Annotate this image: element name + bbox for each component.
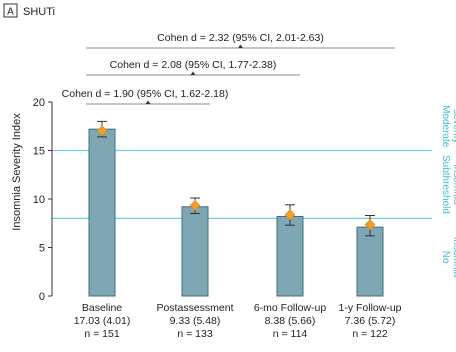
bracket-label-1: Cohen d = 2.08 (95% CI, 1.77-2.38) <box>110 59 277 71</box>
x-category-n-1: n = 133 <box>177 328 212 340</box>
panel-header: A SHUTi <box>3 3 55 18</box>
x-category-stat-3: 7.36 (5.72) <box>345 315 396 327</box>
bracket-marker-0 <box>238 44 243 48</box>
y-axis-label: Insomnia Severity Index <box>11 113 23 231</box>
mean-point-0 <box>96 125 108 137</box>
mean-points <box>96 125 376 231</box>
x-category-label-0: Baseline <box>82 302 122 314</box>
bracket-marker-1 <box>190 71 196 75</box>
zone-label-line1-2: No <box>440 251 451 264</box>
zone-label-0: Moderate severity <box>440 105 456 148</box>
panel-title: SHUTi <box>23 6 55 18</box>
y-axis: 0 5 10 15 20 <box>33 97 53 303</box>
y-tick-label-0: 0 <box>39 291 45 303</box>
zone-label-1: Subthreshold insomnia <box>440 155 456 214</box>
mean-point-3 <box>364 219 376 231</box>
comparison-bracket-2: Cohen d = 1.90 (95% CI, 1.62-2.18) <box>62 88 229 105</box>
x-category-n-2: n = 114 <box>273 328 308 340</box>
y-tick-label-1: 5 <box>39 243 45 255</box>
bar-3 <box>356 226 384 297</box>
bar-2 <box>276 215 304 297</box>
zone-label-line2-2: insomnia <box>451 237 456 277</box>
x-category-label-3: 1-y Follow-up <box>338 302 401 314</box>
zone-label-2: No insomnia <box>440 237 456 277</box>
zone-label-line1-0: Moderate <box>440 105 451 148</box>
comparison-brackets: Cohen d = 2.32 (95% CI, 2.01-2.63) Cohen … <box>62 32 395 105</box>
comparison-bracket-0: Cohen d = 2.32 (95% CI, 2.01-2.63) <box>86 32 395 49</box>
bar-1 <box>181 206 209 297</box>
x-category-stat-2: 8.38 (5.66) <box>265 315 316 327</box>
zone-label-line2-1: insomnia <box>451 164 456 204</box>
x-category-stat-0: 17.03 (4.01) <box>74 315 131 327</box>
zone-label-line2-0: severity <box>451 109 456 143</box>
mean-point-1 <box>189 200 201 211</box>
zone-label-line1-1: Subthreshold <box>440 155 451 214</box>
mean-point-2 <box>284 209 296 221</box>
y-tick-label-2: 10 <box>33 194 45 206</box>
x-category-n-3: n = 122 <box>352 328 387 340</box>
bars <box>88 128 384 297</box>
x-category-label-1: Postassessment <box>156 302 233 314</box>
comparison-bracket-1: Cohen d = 2.08 (95% CI, 1.77-2.38) <box>86 59 300 76</box>
bar-0 <box>88 128 116 297</box>
panel-letter-box <box>3 3 18 18</box>
x-category-n-0: n = 151 <box>84 328 119 340</box>
x-category-label-2: 6-mo Follow-up <box>254 302 327 314</box>
bracket-label-2: Cohen d = 1.90 (95% CI, 1.62-2.18) <box>62 88 229 100</box>
y-tick-label-3: 15 <box>33 146 45 158</box>
y-tick-label-4: 20 <box>33 97 45 109</box>
panel-letter: A <box>7 7 14 18</box>
bracket-label-0: Cohen d = 2.32 (95% CI, 2.01-2.63) <box>157 32 324 44</box>
x-category-stat-1: 9.33 (5.48) <box>170 315 221 327</box>
bracket-marker-2 <box>145 100 151 104</box>
